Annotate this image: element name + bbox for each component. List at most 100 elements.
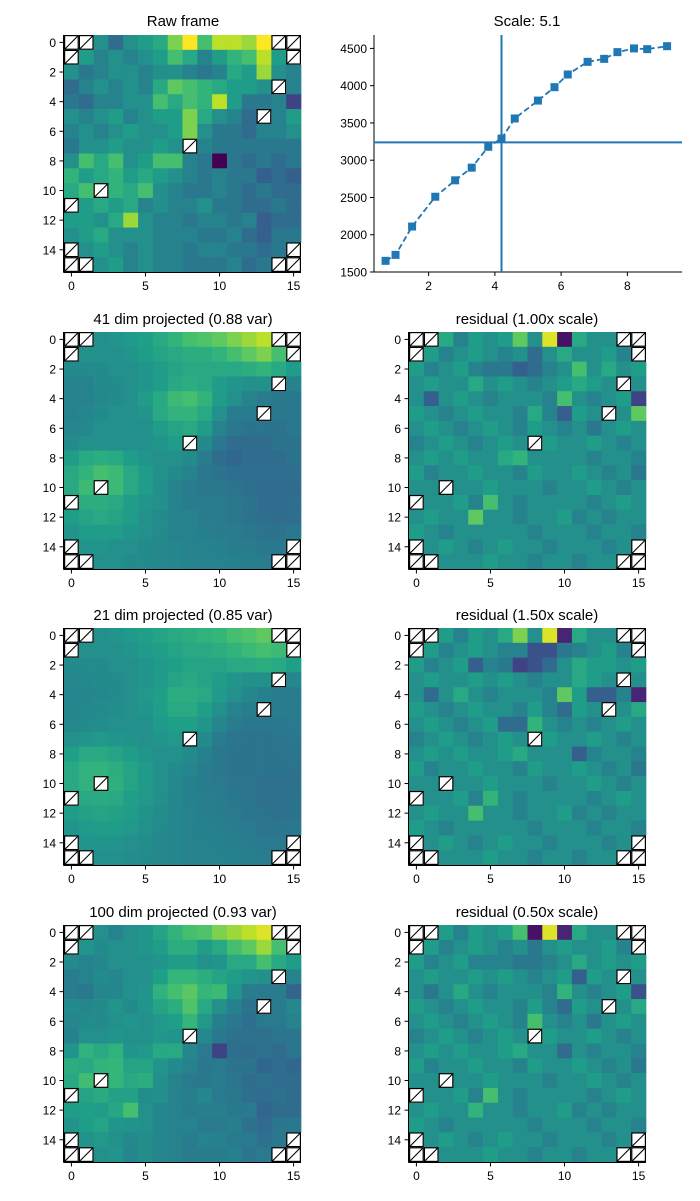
heatmap-cell xyxy=(571,1073,588,1089)
heatmap-cell xyxy=(108,346,124,362)
heatmap-cell xyxy=(93,954,109,970)
heatmap-cell xyxy=(271,197,287,214)
heatmap-cell xyxy=(423,687,439,703)
masked-pixel-marker xyxy=(631,850,646,865)
heatmap-cell xyxy=(152,332,169,348)
heatmap-cell xyxy=(423,539,439,555)
heatmap-cell xyxy=(616,361,632,377)
heatmap-cell xyxy=(138,761,154,777)
masked-pixel-marker xyxy=(631,1147,646,1163)
y-tick-label: 3500 xyxy=(340,116,367,130)
heatmap-cell xyxy=(197,346,213,362)
heatmap-cell xyxy=(123,465,139,481)
heatmap-cell xyxy=(78,212,94,228)
heatmap-cell xyxy=(152,1147,169,1163)
heatmap-cell xyxy=(182,79,198,95)
heatmap-cell xyxy=(512,731,528,747)
heatmap-cell xyxy=(138,1058,154,1074)
heatmap-cell xyxy=(256,79,272,95)
heatmap-cell xyxy=(483,672,499,688)
heatmap-cell xyxy=(557,465,573,481)
heatmap-cell xyxy=(423,702,439,718)
heatmap-cell xyxy=(527,554,543,570)
heatmap-cell xyxy=(586,820,602,836)
heatmap-cell xyxy=(512,1087,528,1104)
heatmap-cell xyxy=(542,642,558,658)
heatmap-cell xyxy=(527,509,543,525)
heatmap-cell xyxy=(256,480,272,496)
heatmap-cell xyxy=(468,1013,484,1030)
heatmap-cell xyxy=(182,850,198,866)
heatmap-cell xyxy=(167,1147,183,1163)
heatmap-cell xyxy=(286,761,302,777)
heatmap-cell xyxy=(271,731,287,747)
heatmap-cell xyxy=(256,524,272,540)
x-tick-label: 5 xyxy=(142,872,149,886)
masked-pixel-marker xyxy=(256,406,272,421)
heatmap-cell xyxy=(571,376,588,392)
heatmap-cell xyxy=(512,539,528,555)
heatmap-cell xyxy=(601,1043,617,1059)
heatmap-cell xyxy=(271,435,287,451)
heatmap-cell xyxy=(152,123,169,140)
heatmap-cell xyxy=(586,746,602,762)
heatmap-cell xyxy=(197,242,213,258)
heatmap-cell xyxy=(212,1073,228,1089)
heatmap-cell xyxy=(497,657,514,673)
heatmap-cell xyxy=(152,494,169,511)
heatmap-cell xyxy=(601,465,617,481)
heatmap-cell xyxy=(123,346,139,362)
heatmap-cell xyxy=(108,332,124,348)
heatmap-cell xyxy=(483,332,499,348)
heatmap-cell xyxy=(93,346,109,362)
heatmap-cell xyxy=(78,64,94,80)
heatmap-cell xyxy=(182,628,198,644)
heatmap-cell xyxy=(286,94,302,110)
heatmap-cell xyxy=(512,969,528,985)
heatmap-cell xyxy=(527,925,543,941)
heatmap-cell xyxy=(616,731,632,747)
heatmap-cell xyxy=(557,925,573,941)
heatmap-cell xyxy=(241,999,257,1015)
heatmap-cell xyxy=(241,731,257,747)
heatmap-cell xyxy=(226,1102,243,1118)
heatmap-cell xyxy=(601,628,617,644)
heatmap-cell xyxy=(271,1073,287,1089)
heatmap-cell xyxy=(123,64,139,80)
heatmap-cell xyxy=(497,731,514,747)
heatmap-cell xyxy=(571,850,588,866)
heatmap-cell xyxy=(512,672,528,688)
heatmap-cell xyxy=(226,731,243,747)
heatmap-cell xyxy=(423,435,439,451)
heatmap-cell xyxy=(438,999,454,1015)
heatmap-cell xyxy=(93,94,109,110)
heatmap-cell xyxy=(123,642,139,658)
heatmap-cell xyxy=(423,346,439,362)
heatmap-cell xyxy=(453,346,469,362)
heatmap-cell xyxy=(256,64,272,80)
y-tick-label: 14 xyxy=(388,1133,402,1147)
heatmap-cell xyxy=(226,954,243,970)
heatmap-cell xyxy=(256,790,272,807)
heatmap-cell xyxy=(78,1102,94,1118)
heatmap-cell xyxy=(64,420,80,437)
heatmap-cell xyxy=(542,1132,558,1148)
heatmap-cell xyxy=(212,212,228,228)
y-tick-label: 8 xyxy=(49,451,56,465)
heatmap-cell xyxy=(93,242,109,258)
heatmap-cell xyxy=(138,716,154,733)
heatmap-cell xyxy=(123,731,139,747)
heatmap-cell xyxy=(226,1147,243,1163)
masked-pixel-marker xyxy=(78,257,94,273)
heatmap-cell xyxy=(64,524,80,540)
heatmap-cell xyxy=(586,509,602,525)
heatmap-cell xyxy=(123,109,139,125)
heatmap-cell xyxy=(483,835,499,851)
res100-title: residual (1.00x scale) xyxy=(456,311,599,328)
heatmap-cell xyxy=(542,850,558,866)
heatmap-cell xyxy=(616,406,632,422)
heatmap-cell xyxy=(483,642,499,658)
heatmap-cell xyxy=(212,227,228,243)
heatmap-cell xyxy=(468,820,484,836)
